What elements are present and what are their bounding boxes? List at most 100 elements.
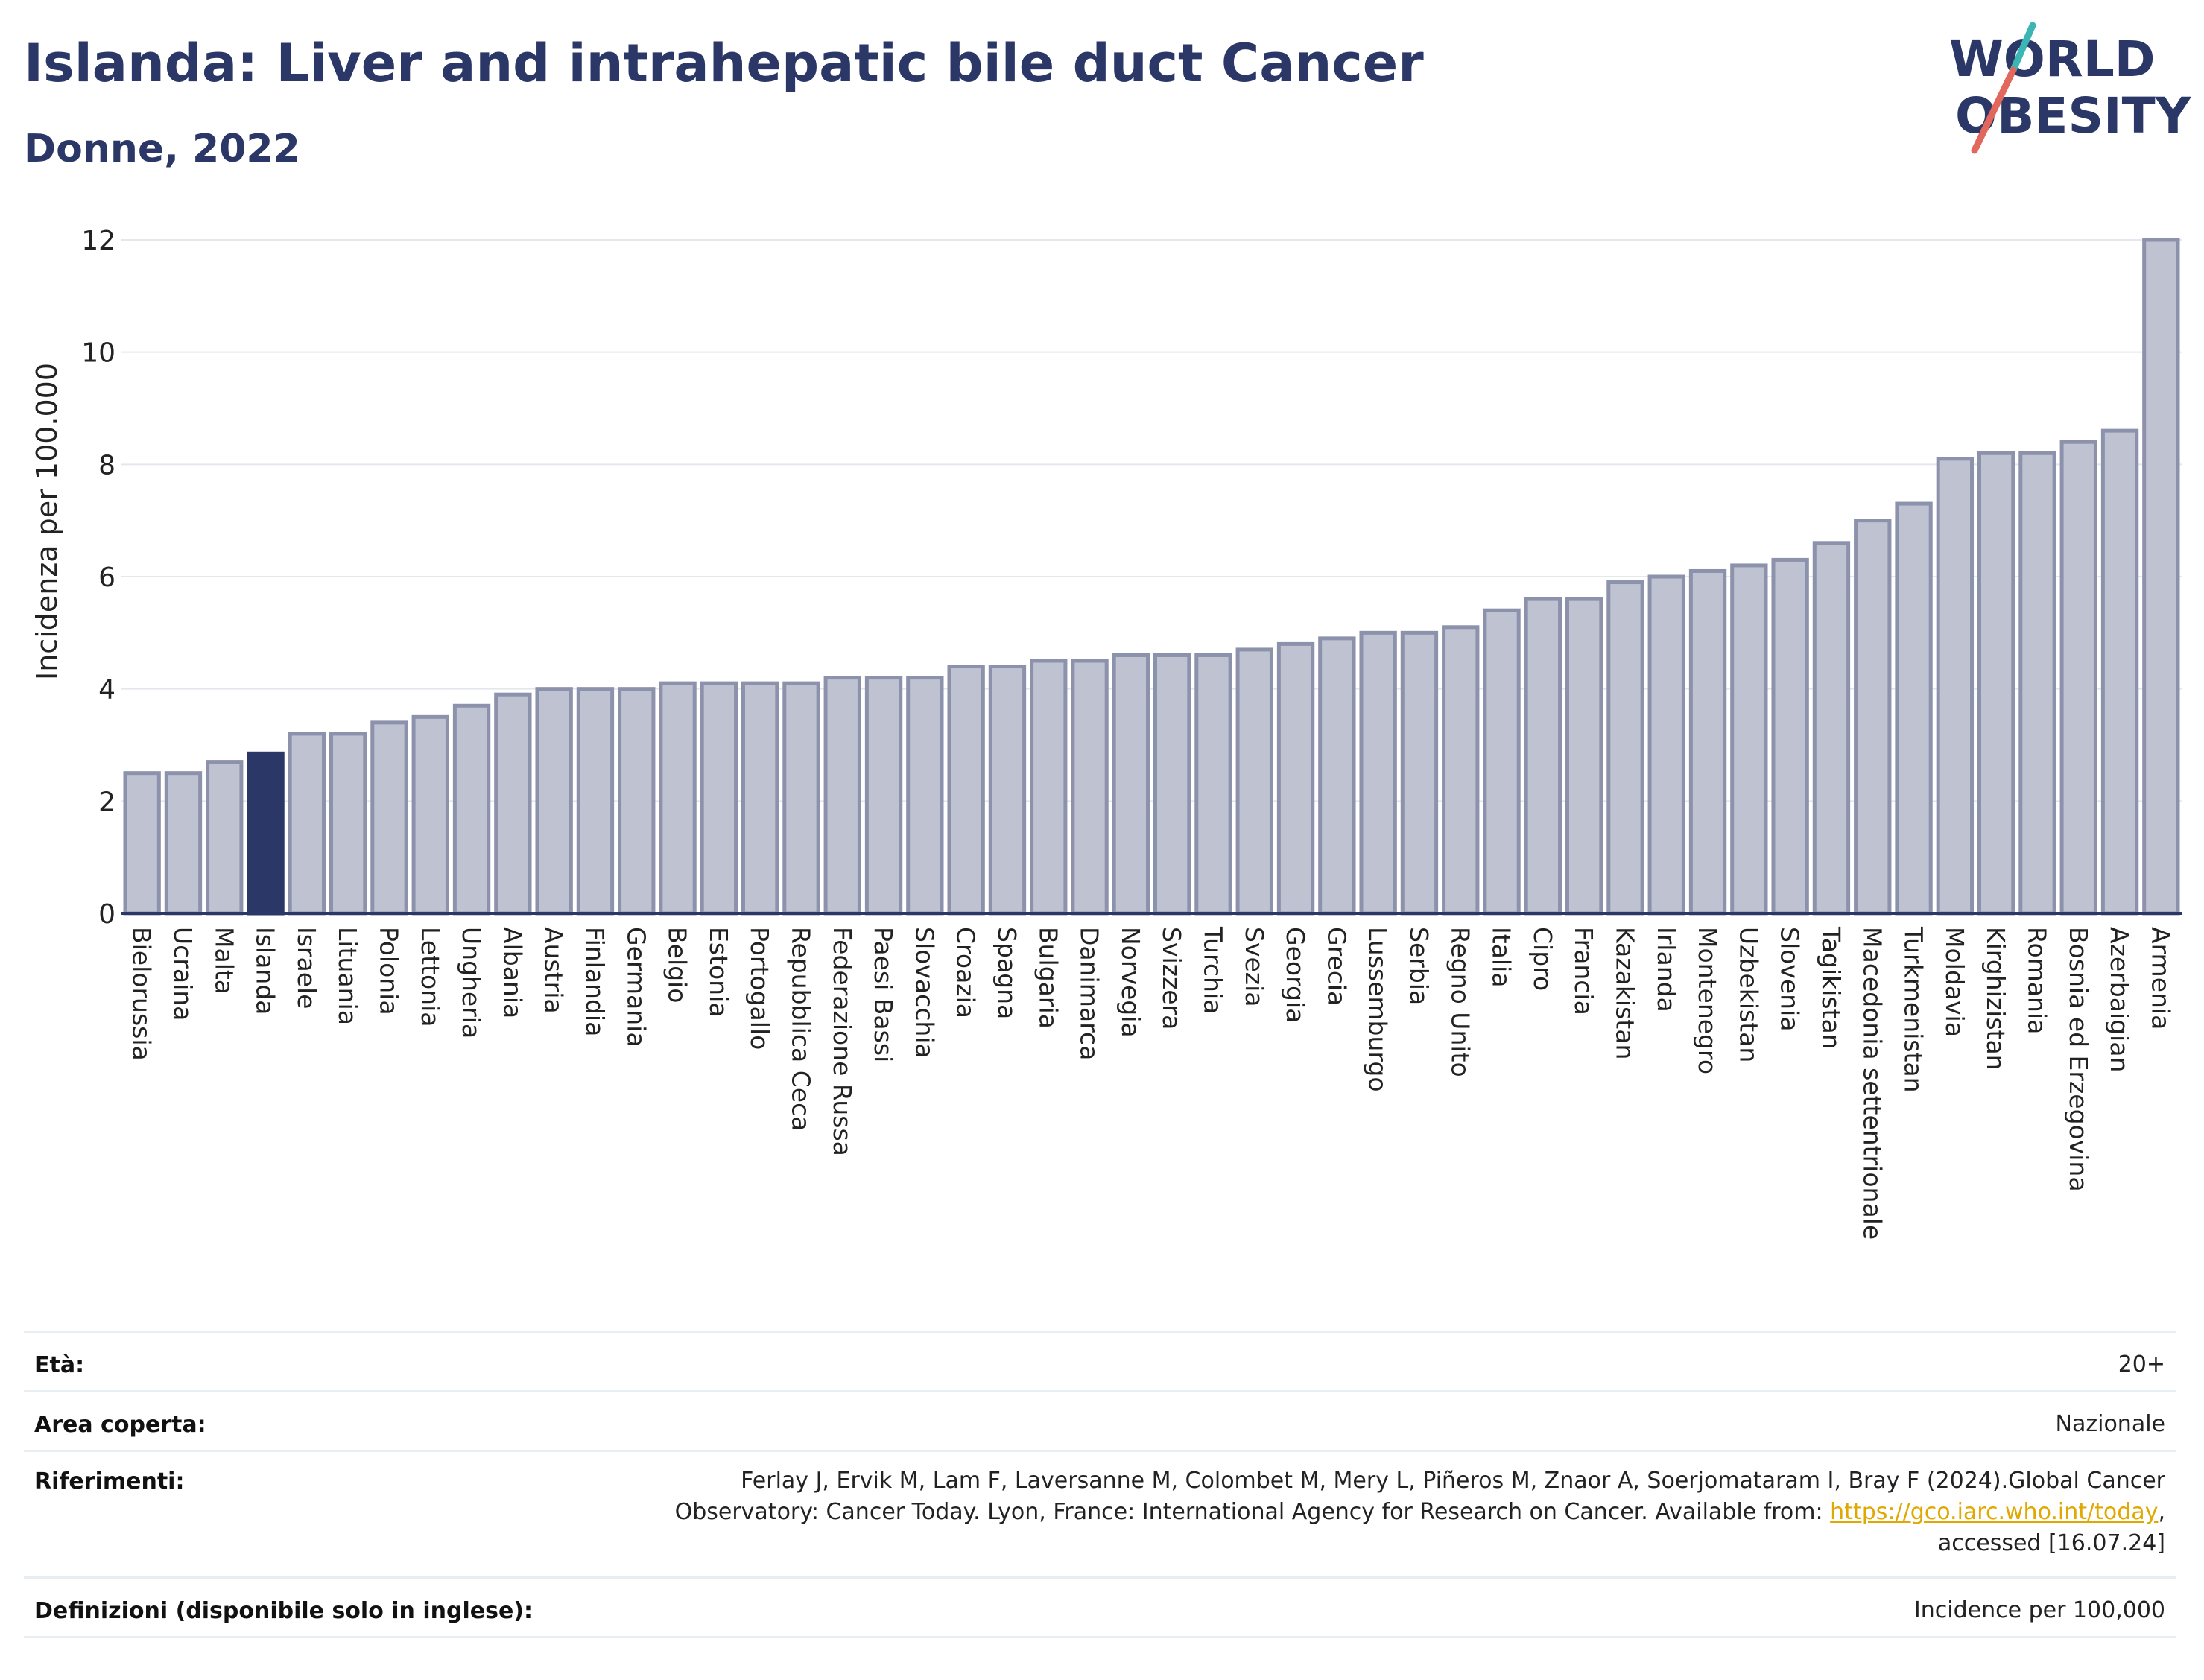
bar-svizzera[interactable] — [1153, 653, 1191, 916]
bar-serbia[interactable] — [1400, 630, 1439, 916]
bar-azerbaigian[interactable] — [2100, 428, 2139, 916]
bar-montenegro[interactable] — [1688, 568, 1727, 916]
x-tick-label: Svezia — [1240, 927, 1269, 1007]
bar-romania[interactable] — [2018, 451, 2056, 916]
area-label: Area coperta: — [34, 1412, 206, 1438]
bar-svezia[interactable] — [1235, 647, 1273, 916]
bar-paesi-bassi[interactable] — [864, 676, 903, 916]
bar-lussemburgo[interactable] — [1359, 630, 1397, 916]
info-row-riferimenti: Riferimenti: Ferlay J, Ervik M, Lam F, L… — [24, 1450, 2176, 1579]
bar-bulgaria[interactable] — [1030, 659, 1068, 916]
riferimenti-value: Ferlay J, Ervik M, Lam F, Laversanne M, … — [675, 1465, 2165, 1559]
bar-irlanda[interactable] — [1647, 574, 1685, 916]
logo-slash-teal — [2010, 22, 2036, 74]
bar-repubblica-ceca[interactable] — [782, 681, 820, 916]
bar-bosnia-ed-erzegovina[interactable] — [2059, 440, 2097, 916]
riferimenti-label: Riferimenti: — [34, 1468, 185, 1494]
x-tick-label: Tagikistan — [1817, 926, 1846, 1050]
x-tick-label: Montenegro — [1693, 927, 1722, 1074]
x-tick-label: Bulgaria — [1033, 927, 1063, 1029]
info-row-eta: Età: 20+ — [24, 1331, 2176, 1392]
bar-israele[interactable] — [288, 732, 326, 916]
x-tick-label: Uzbekistan — [1734, 927, 1763, 1062]
x-tick-label: Polonia — [374, 927, 403, 1015]
bar-italia[interactable] — [1483, 608, 1521, 916]
x-tick-label: Paesi Bassi — [869, 927, 898, 1062]
bar-grecia[interactable] — [1318, 636, 1356, 916]
x-tick-label: Slovenia — [1776, 927, 1805, 1031]
riferimenti-line-3: accessed [16.07.24] — [1937, 1530, 2165, 1556]
bar-slovacchia[interactable] — [906, 676, 944, 916]
riferimenti-line-1: Ferlay J, Ervik M, Lam F, Laversanne M, … — [741, 1468, 2165, 1494]
bar-islanda[interactable] — [247, 751, 285, 916]
bar-kirghizistan[interactable] — [1977, 451, 2015, 916]
bar-spagna[interactable] — [988, 665, 1027, 916]
x-tick-label: Portogallo — [745, 927, 774, 1050]
y-tick-label: 4 — [98, 675, 115, 706]
bar-portogallo[interactable] — [741, 681, 779, 916]
y-tick-label: 6 — [98, 562, 115, 593]
riferimenti-line-2-text: Observatory: Cancer Today. Lyon, France:… — [674, 1499, 1831, 1525]
bar-cipro[interactable] — [1524, 597, 1562, 916]
bar-lituania[interactable] — [329, 732, 367, 916]
x-tick-label: Francia — [1569, 927, 1598, 1015]
bar-norvegia[interactable] — [1112, 653, 1150, 916]
bar-bielorussia[interactable] — [123, 771, 161, 916]
bar-malta[interactable] — [206, 760, 244, 916]
bar-belgio[interactable] — [659, 681, 697, 916]
bar-ungheria[interactable] — [452, 703, 491, 916]
bar-austria[interactable] — [535, 687, 573, 916]
bar-georgia[interactable] — [1276, 641, 1315, 916]
bar-federazione-russa[interactable] — [823, 676, 861, 916]
x-tick-label: Albania — [498, 927, 527, 1018]
bar-turkmenistan[interactable] — [1895, 501, 1933, 916]
x-tick-label: Slovacchia — [910, 927, 939, 1059]
bar-tagikistan[interactable] — [1812, 541, 1851, 916]
bar-estonia[interactable] — [700, 681, 738, 916]
x-tick-label: Macedonia settentrionale — [1858, 927, 1887, 1240]
bar-croazia[interactable] — [947, 665, 985, 916]
chart-subtitle: Donne, 2022 — [24, 127, 300, 171]
logo-slash-red — [1971, 66, 2017, 154]
bar-armenia[interactable] — [2142, 238, 2180, 916]
bar-francia[interactable] — [1565, 597, 1603, 916]
x-tick-label: Kazakistan — [1610, 927, 1639, 1059]
x-tick-label: Romania — [2022, 927, 2051, 1034]
bar-uzbekistan[interactable] — [1730, 563, 1768, 916]
bar-macedonia-settentrionale[interactable] — [1854, 519, 1892, 916]
x-tick-label: Regno Unito — [1445, 927, 1475, 1077]
bar-kazakistan[interactable] — [1606, 580, 1644, 916]
x-tick-label: Finlandia — [580, 927, 609, 1036]
x-tick-label: Austria — [539, 927, 569, 1014]
bar-danimarca[interactable] — [1071, 659, 1109, 916]
bar-lettonia[interactable] — [411, 714, 449, 916]
x-tick-label: Malta — [209, 927, 238, 995]
x-tick-label: Federazione Russa — [828, 927, 857, 1156]
eta-label: Età: — [34, 1352, 85, 1378]
bar-chart: 0 2 4 6 8 10 12 Bielorussia Ucraina Malta Islanda… — [31, 226, 2182, 1240]
bar-regno-unito[interactable] — [1442, 625, 1480, 916]
logo-line-1: WORLD — [1949, 31, 2156, 88]
gco-link[interactable]: https://gco.iarc.who.int/today — [1830, 1499, 2159, 1525]
y-tick-label: 0 — [98, 899, 115, 930]
bar-germania[interactable] — [618, 687, 656, 916]
bar-moldavia[interactable] — [1936, 457, 1975, 916]
x-tick-label: Belgio — [663, 927, 692, 1003]
bar-albania[interactable] — [494, 692, 532, 916]
bar-turchia[interactable] — [1194, 653, 1232, 916]
bar-ucraina[interactable] — [164, 771, 203, 916]
riferimenti-line-2: Observatory: Cancer Today. Lyon, France:… — [675, 1497, 2165, 1528]
y-tick-label: 8 — [98, 450, 115, 481]
bar-polonia[interactable] — [370, 720, 408, 916]
riferimenti-line-2-end: , — [2158, 1499, 2165, 1525]
x-tick-label: Irlanda — [1652, 927, 1681, 1012]
info-row-area: Area coperta: Nazionale — [24, 1390, 2176, 1452]
x-tick-label: Moldavia — [1940, 927, 1969, 1037]
x-tick-label: Bielorussia — [127, 927, 156, 1061]
x-tick-label: Italia — [1487, 927, 1516, 987]
x-tick-label: Bosnia ed Erzegovina — [2064, 927, 2093, 1192]
bar-slovenia[interactable] — [1771, 557, 1809, 916]
x-tick-label: Svizzera — [1157, 927, 1186, 1030]
x-tick-label: Danimarca — [1075, 927, 1104, 1060]
bar-finlandia[interactable] — [576, 687, 615, 916]
